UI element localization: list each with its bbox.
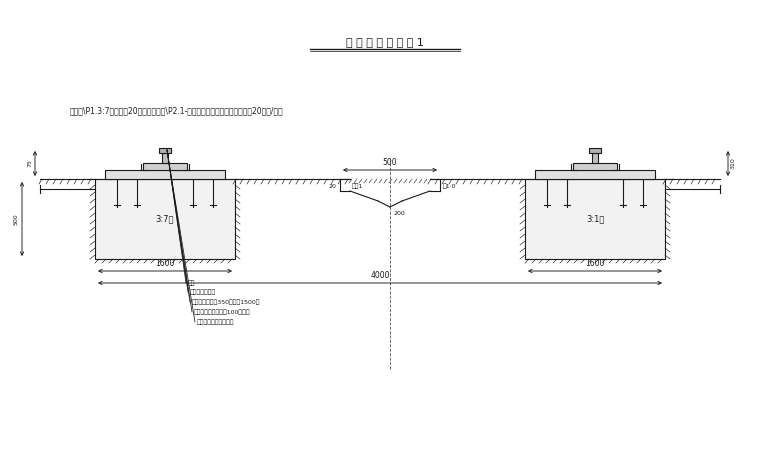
Bar	[573, 163, 617, 170]
Bar	[535, 170, 655, 179]
Text: 塔 吊 轨 道 基 础 图 1: 塔 吊 轨 道 基 础 图 1	[346, 37, 424, 47]
Text: 310: 310	[731, 158, 736, 169]
Text: 倒坡1: 倒坡1	[352, 183, 363, 189]
Text: 层内事务具体说明（100范围）: 层内事务具体说明（100范围）	[194, 309, 251, 315]
Bar	[589, 148, 601, 153]
Text: 轨道内侧设置（企业）: 轨道内侧设置（企业）	[197, 319, 235, 325]
Text: 坡1·0: 坡1·0	[443, 183, 457, 189]
Text: 75: 75	[27, 159, 32, 167]
Text: 200: 200	[393, 211, 405, 215]
Bar	[162, 153, 168, 163]
Text: 500: 500	[14, 213, 19, 225]
Text: 1600: 1600	[155, 259, 175, 268]
Bar	[159, 148, 171, 153]
Text: 500: 500	[383, 158, 397, 167]
Text: 20: 20	[328, 183, 336, 189]
Text: 3:1层: 3:1层	[586, 214, 604, 224]
Text: 说明：\P1.3:7灰土上每20厘米夯击层，\P2.1-灰土上夯实天然层夯实上每厂每20厘米/平方: 说明：\P1.3:7灰土上每20厘米夯击层，\P2.1-灰土上夯实天然层夯实上每…	[70, 106, 283, 115]
Text: 4000: 4000	[370, 271, 390, 280]
Bar	[592, 153, 598, 163]
Bar	[525, 179, 665, 259]
Bar	[143, 163, 187, 170]
Text: 1600: 1600	[585, 259, 605, 268]
Text: 轨道外侧（下）: 轨道外侧（下）	[190, 289, 217, 295]
Text: 混凝土这下层（350廳）（1500）: 混凝土这下层（350廳）（1500）	[192, 299, 261, 305]
Text: 3:7层: 3:7层	[156, 214, 174, 224]
Bar	[105, 170, 225, 179]
Bar	[95, 179, 235, 259]
Text: 打档: 打档	[188, 280, 195, 286]
